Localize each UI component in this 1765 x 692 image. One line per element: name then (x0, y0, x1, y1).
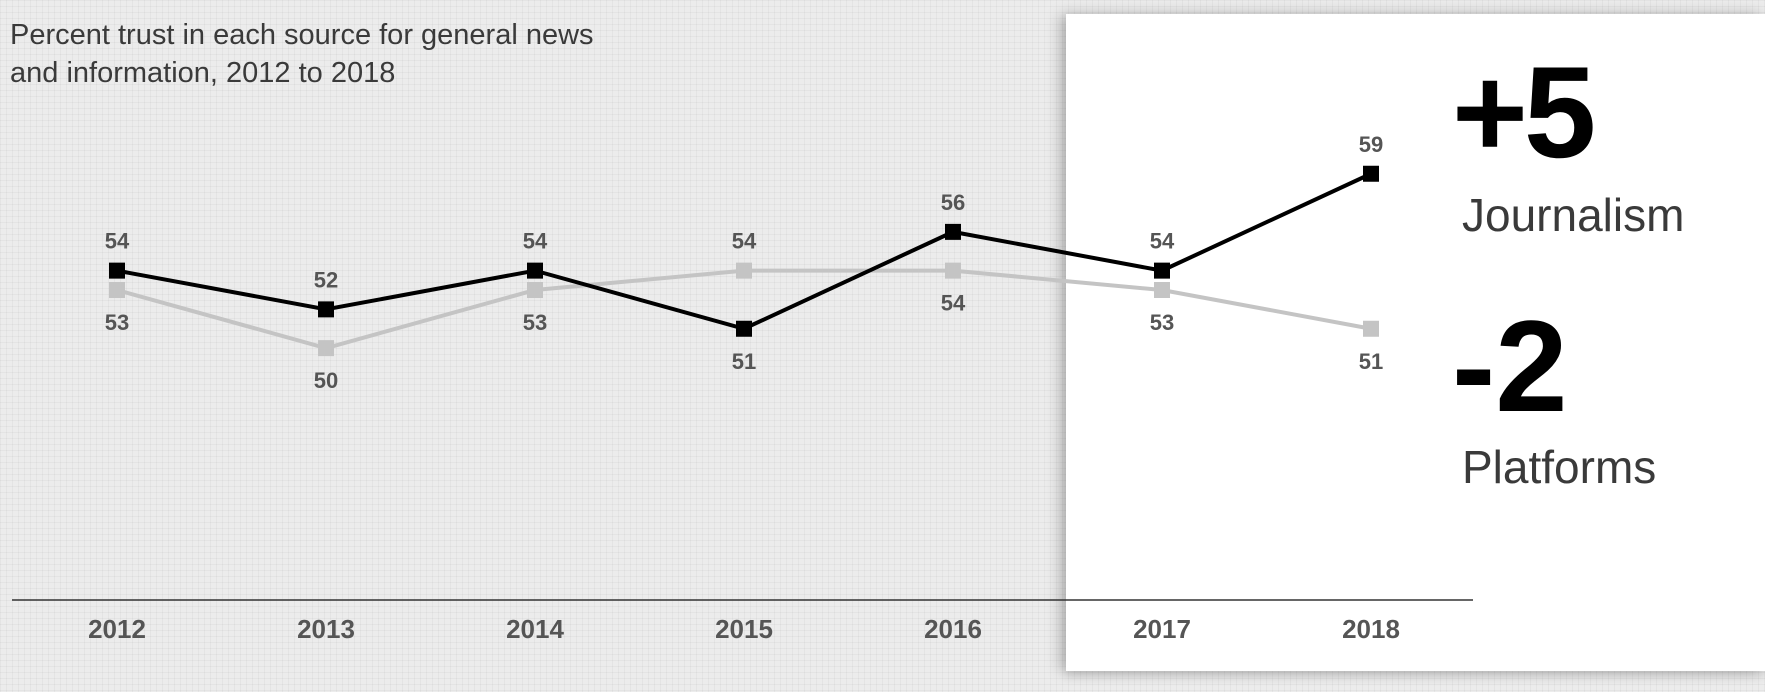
x-tick-label-2013: 2013 (297, 614, 355, 644)
platforms-data-label-2013: 50 (314, 368, 338, 393)
journalism-point-2014 (527, 262, 543, 279)
journalism-data-label-2016: 56 (941, 190, 965, 215)
chart-title-line-1: Percent trust in each source for general… (10, 19, 594, 51)
x-tick-label-2017: 2017 (1133, 614, 1191, 644)
platforms-data-label-2012: 53 (105, 310, 129, 335)
platforms-data-label-2016: 54 (941, 291, 966, 316)
journalism-legend-label: Journalism (1462, 189, 1685, 241)
platforms-point-2015 (736, 262, 752, 279)
x-tick-label-2018: 2018 (1342, 614, 1400, 644)
journalism-data-label-2015: 51 (732, 349, 756, 374)
journalism-point-2017 (1154, 262, 1170, 279)
platforms-legend-label: Platforms (1462, 441, 1657, 493)
highlight-panel (1066, 14, 1765, 671)
journalism-point-2016 (945, 223, 961, 240)
platforms-point-2018 (1363, 320, 1379, 337)
platforms-data-label-2018: 51 (1359, 349, 1383, 374)
journalism-point-2015 (736, 320, 752, 337)
journalism-data-label-2018: 59 (1359, 132, 1383, 157)
x-tick-label-2012: 2012 (88, 614, 146, 644)
chart-title-line-2: and information, 2012 to 2018 (10, 57, 396, 89)
journalism-point-2013 (318, 301, 334, 318)
journalism-data-label-2014: 54 (523, 229, 548, 254)
journalism-data-label-2012: 54 (105, 229, 130, 254)
platforms-point-2017 (1154, 282, 1170, 298)
chart-title: Percent trust in each source for general… (10, 16, 730, 92)
x-tick-label-2014: 2014 (506, 614, 564, 644)
journalism-data-label-2013: 52 (314, 267, 338, 292)
journalism-data-label-2017: 54 (1150, 229, 1175, 254)
platforms-data-label-2014: 53 (523, 310, 547, 335)
platforms-point-2014 (527, 282, 543, 298)
platforms-point-2012 (109, 282, 125, 298)
journalism-change-value: +5 (1452, 39, 1596, 185)
platforms-change-value: -2 (1452, 293, 1568, 439)
platforms-point-2013 (318, 340, 334, 357)
journalism-point-2018 (1363, 165, 1379, 182)
x-tick-label-2015: 2015 (715, 614, 773, 644)
platforms-point-2016 (945, 262, 961, 279)
platforms-data-label-2017: 53 (1150, 310, 1174, 335)
platforms-data-label-2015: 54 (732, 229, 757, 254)
journalism-point-2012 (109, 262, 125, 279)
x-tick-label-2016: 2016 (924, 614, 982, 644)
